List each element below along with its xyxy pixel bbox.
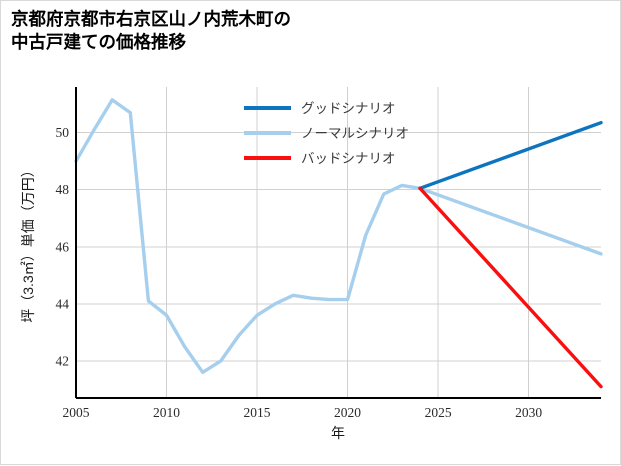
legend-label: バッドシナリオ <box>301 151 396 166</box>
legend-label: ノーマルシナリオ <box>301 126 409 141</box>
y-tick-label: 42 <box>56 353 70 368</box>
y-tick-label: 50 <box>56 125 70 140</box>
series-line-バッドシナリオ <box>418 186 603 389</box>
legend-label: グッドシナリオ <box>301 101 396 116</box>
y-tick-label: 48 <box>56 182 70 197</box>
x-tick-label: 2015 <box>244 405 271 420</box>
x-axis-title: 年 <box>331 425 345 441</box>
x-tick-label: 2005 <box>63 405 90 420</box>
x-tick-label: 2010 <box>153 405 180 420</box>
gridline-group <box>75 87 601 398</box>
y-tick-label: 46 <box>56 239 70 254</box>
series-group <box>74 98 603 389</box>
x-tick-label: 2025 <box>425 405 452 420</box>
axis-spines <box>74 87 601 400</box>
y-tick-label-group: 42 44 46 48 50 <box>56 125 70 368</box>
x-tick-label: 2030 <box>515 405 542 420</box>
y-axis-title: 坪（3.3㎡）単価（万円） <box>20 163 36 322</box>
x-tick-label-group: 2005 2010 2015 2020 2025 2030 <box>63 405 543 420</box>
series-line-グッドシナリオ <box>418 120 603 190</box>
series-line-ノーマルシナリオ <box>74 98 603 375</box>
x-tick-label: 2020 <box>334 405 361 420</box>
y-tick-label: 44 <box>56 296 70 311</box>
page-title: 京都府京都市右京区山ノ内荒木町の 中古戸建ての価格推移 <box>11 9 291 53</box>
